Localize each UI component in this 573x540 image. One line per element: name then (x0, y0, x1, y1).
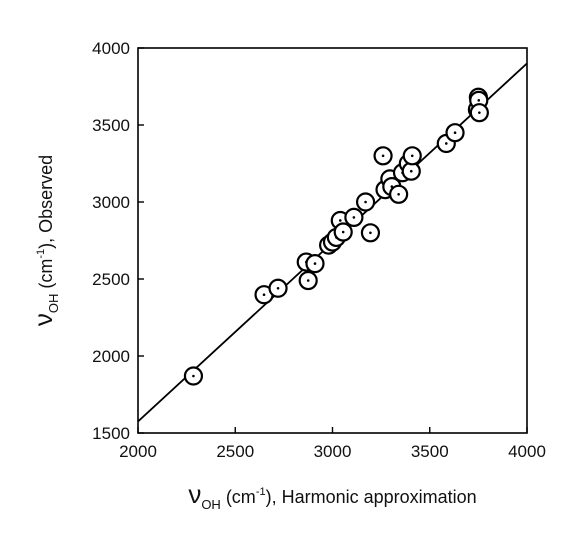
data-point-center (409, 169, 413, 173)
data-point-center (192, 374, 195, 378)
data-point-center (338, 219, 342, 222)
data-point-center (262, 293, 266, 297)
data-point-center (478, 111, 481, 114)
data-point-center (306, 279, 310, 282)
x-tick-label: 3000 (314, 442, 352, 461)
x-axis-unit-open: (cm (221, 487, 256, 507)
data-point-center (453, 131, 457, 134)
data-point-center (381, 154, 385, 158)
data-point-center (276, 286, 280, 290)
data-point (305, 254, 325, 274)
x-tick-label: 2500 (216, 442, 254, 461)
data-point (469, 103, 489, 123)
data-point (268, 278, 288, 298)
data-point-center (444, 142, 448, 145)
data-point-center (364, 200, 367, 204)
data-point-center (352, 216, 356, 219)
y-axis-ticks: 1500 2000 2500 3000 3500 4000 (92, 39, 144, 443)
data-point (445, 123, 465, 143)
y-axis-symbol: ν (28, 313, 58, 326)
y-tick-label: 3000 (92, 193, 130, 212)
x-tick-label: 3500 (411, 442, 449, 461)
y-axis-unit-close: ), Observed (36, 155, 56, 249)
data-points-layer (183, 87, 489, 386)
x-axis-symbol: ν (188, 479, 201, 509)
x-axis-unit-close: ), Harmonic approximation (266, 487, 477, 507)
data-point (373, 146, 393, 166)
data-point-center (477, 99, 481, 102)
y-axis-title: νOH (cm-1), Observed (28, 155, 61, 326)
data-point-center (369, 231, 372, 235)
data-point-center (341, 230, 345, 234)
data-point-center (410, 154, 414, 158)
data-point (360, 223, 381, 243)
data-point (333, 222, 353, 242)
y-axis-unit-open: (cm (36, 259, 56, 294)
data-point (402, 146, 422, 166)
x-axis-unit-sup: -1 (256, 486, 266, 498)
data-point-center (397, 193, 400, 196)
y-tick-label: 1500 (92, 424, 130, 443)
data-point (389, 184, 409, 204)
y-tick-label: 3500 (92, 116, 130, 135)
y-tick-label: 4000 (92, 39, 130, 58)
y-axis-subscript: OH (46, 294, 61, 314)
data-point (344, 207, 364, 227)
x-tick-label: 4000 (508, 442, 546, 461)
data-point-center (313, 262, 317, 265)
data-point (298, 270, 318, 291)
y-tick-label: 2000 (92, 347, 130, 366)
y-axis-unit-sup: -1 (35, 249, 47, 259)
x-axis-subscript: OH (201, 497, 221, 512)
data-point (355, 192, 376, 212)
data-point (183, 366, 204, 386)
x-tick-label: 2000 (119, 442, 157, 461)
y-tick-label: 2500 (92, 270, 130, 289)
x-axis-ticks: 2000 2500 3000 3500 4000 (119, 427, 546, 461)
x-axis-title: νOH (cm-1), Harmonic approximation (188, 479, 476, 512)
